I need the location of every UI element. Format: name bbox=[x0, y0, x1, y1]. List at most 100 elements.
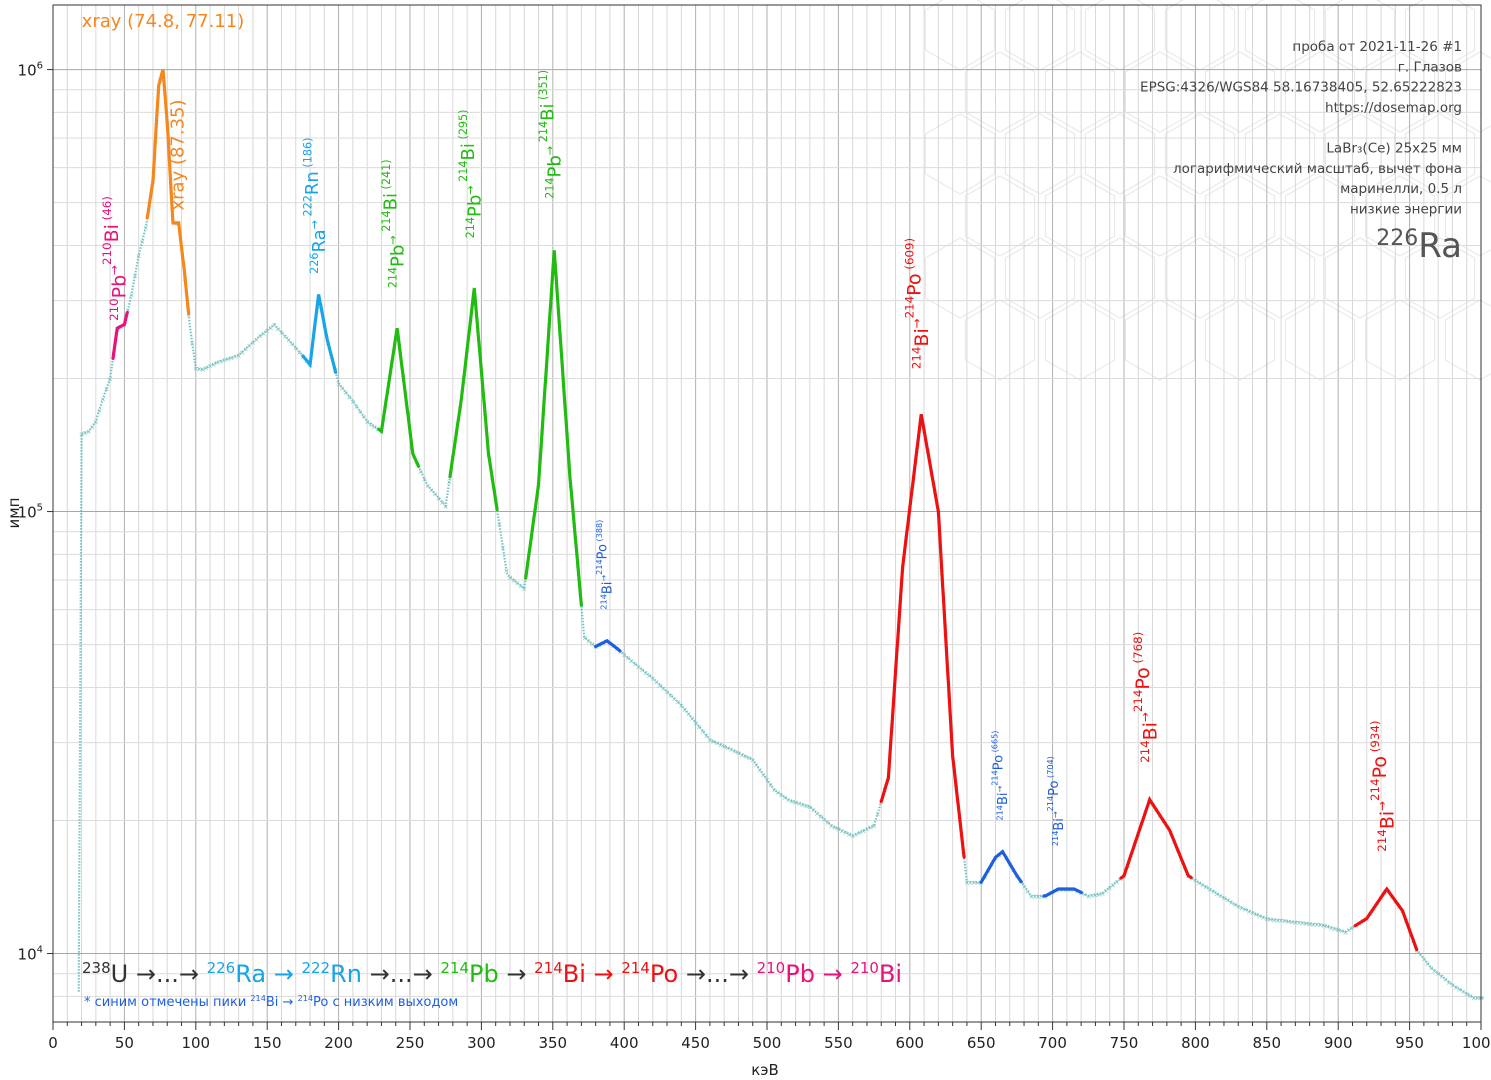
peak-label: 214Bi→214Po (768) bbox=[1131, 632, 1161, 763]
spectrum-point: × bbox=[646, 672, 652, 680]
spectrum-point: × bbox=[1289, 918, 1295, 926]
peak-highlight-bi214 bbox=[1119, 795, 1193, 880]
spectrum-point: × bbox=[1039, 893, 1045, 901]
spectrum-point: × bbox=[736, 750, 742, 758]
spectrum-point: × bbox=[1339, 928, 1345, 936]
spectrum-point: × bbox=[1110, 881, 1116, 889]
spectrum-point: × bbox=[968, 879, 974, 887]
peak-label: 214Pb→ 214Bi (351) bbox=[537, 70, 566, 199]
spectrum-point: × bbox=[664, 689, 670, 697]
spectrum-point: × bbox=[1300, 920, 1306, 928]
spectrum-point: × bbox=[1250, 909, 1256, 917]
spectrum-point: × bbox=[293, 345, 299, 353]
spectrum-point: × bbox=[718, 741, 724, 749]
spectrum-point: × bbox=[136, 252, 142, 260]
spectrum-point: × bbox=[1117, 876, 1123, 884]
watermark-hexagon bbox=[1444, 299, 1491, 381]
watermark-hexagon bbox=[1244, 113, 1316, 195]
spectrum-point: × bbox=[753, 761, 759, 769]
spectrum-point: × bbox=[1021, 883, 1027, 891]
spectrum-point: × bbox=[778, 792, 784, 800]
x-tick-label: 800 bbox=[1181, 1034, 1210, 1052]
spectrum-point: × bbox=[1346, 927, 1352, 935]
spectrum-point: × bbox=[1439, 973, 1445, 981]
spectrum-point: × bbox=[1096, 891, 1102, 899]
decay-chain-text: 238U →...→ 226Ra → 222Rn →...→ 214Pb → 2… bbox=[82, 959, 902, 988]
spectrum-point: × bbox=[1207, 886, 1213, 894]
watermark-hexagon bbox=[964, 175, 1036, 257]
watermark-hexagon bbox=[1404, 237, 1476, 319]
spectrum-point: × bbox=[296, 349, 302, 357]
spectrum-point: × bbox=[828, 822, 834, 830]
watermark-hexagon bbox=[1004, 113, 1076, 195]
watermark-hexagon bbox=[964, 51, 1036, 133]
spectrum-point: × bbox=[104, 386, 110, 394]
spectrum-point: × bbox=[218, 358, 224, 366]
peak-highlight-pb214 bbox=[524, 250, 583, 607]
spectrum-point: × bbox=[1467, 992, 1473, 1000]
spectrum-point: × bbox=[703, 732, 709, 740]
spectrum-point: × bbox=[1257, 912, 1263, 920]
spectrum-point: × bbox=[743, 753, 749, 761]
spectrum-point: × bbox=[707, 736, 713, 744]
spectrum-point: × bbox=[760, 771, 766, 779]
spectrum-point: × bbox=[1239, 905, 1245, 913]
watermark-hexagon bbox=[1044, 299, 1116, 381]
spectrum-point: × bbox=[132, 272, 138, 280]
watermark-hexagon bbox=[1044, 175, 1116, 257]
x-tick-label: 0 bbox=[48, 1034, 58, 1052]
x-tick-label: 250 bbox=[396, 1034, 425, 1052]
spectrum-point: × bbox=[721, 743, 727, 751]
spectrum-point: × bbox=[350, 398, 356, 406]
spectrum-point: × bbox=[682, 706, 688, 714]
spectrum-point: × bbox=[107, 376, 113, 384]
watermark-hexagon bbox=[1124, 175, 1196, 257]
x-tick-label: 700 bbox=[1038, 1034, 1067, 1052]
spectrum-point: × bbox=[843, 829, 849, 837]
spectrum-point: × bbox=[1442, 976, 1448, 984]
spectrum-point: × bbox=[696, 724, 702, 732]
spectrum-point: × bbox=[232, 353, 238, 361]
spectrum-point: × bbox=[668, 692, 674, 700]
spectrum-point: × bbox=[757, 766, 763, 774]
peak-highlight-bi214 bbox=[879, 414, 966, 859]
spectrum-point: × bbox=[229, 354, 235, 362]
spectrum-point: × bbox=[196, 366, 202, 374]
x-tick-label: 650 bbox=[967, 1034, 996, 1052]
spectrum-point: × bbox=[1028, 893, 1034, 901]
spectrum-point: × bbox=[818, 813, 824, 821]
spectrum-point: × bbox=[1307, 920, 1313, 928]
spectrum-point: × bbox=[368, 421, 374, 429]
spectrum-point: × bbox=[289, 341, 295, 349]
spectrum-point: × bbox=[1471, 995, 1477, 1003]
decay-chain: 238U →...→ 226Ra → 222Rn →...→ 214Pb → 2… bbox=[82, 959, 902, 988]
y-tick-label: 104 bbox=[18, 945, 43, 964]
watermark-hexagon bbox=[1284, 299, 1356, 381]
spectrum-point: × bbox=[236, 352, 242, 360]
watermark-hexagon bbox=[1084, 237, 1156, 319]
spectrum-point: × bbox=[279, 329, 285, 337]
peak-label: 214Pb→ 214Bi (295) bbox=[457, 109, 486, 238]
spectrum-point: × bbox=[846, 831, 852, 839]
spectrum-point: × bbox=[1107, 884, 1113, 892]
watermark-hexagon bbox=[1364, 175, 1436, 257]
peak-label: 214Bi→214Po (934) bbox=[1368, 721, 1398, 852]
spectrum-point: × bbox=[850, 832, 856, 840]
spectrum-point: × bbox=[264, 327, 270, 335]
axes: 0 50 100 150 200 250 300 350 400 450 500 550 600 650 7… bbox=[18, 61, 1491, 1052]
spectrum-point: × bbox=[214, 359, 220, 367]
spectrum-point: × bbox=[139, 238, 145, 246]
watermark-hexagon bbox=[1244, 237, 1316, 319]
watermark-hexagon bbox=[1284, 51, 1356, 133]
spectrum-point: × bbox=[1242, 906, 1248, 914]
spectrum-point: × bbox=[639, 666, 645, 674]
x-tick-label: 500 bbox=[753, 1034, 782, 1052]
x-tick-label: 200 bbox=[324, 1034, 353, 1052]
spectrum-point: × bbox=[1217, 892, 1223, 900]
spectrum-point: × bbox=[636, 663, 642, 671]
spectrum-point: × bbox=[821, 816, 827, 824]
watermark-hexagon bbox=[1324, 237, 1396, 319]
peak-label: 214Bi→214Po (388) bbox=[594, 520, 616, 610]
spectrum-point: × bbox=[1474, 995, 1480, 1003]
spectrum-point: × bbox=[503, 567, 509, 575]
